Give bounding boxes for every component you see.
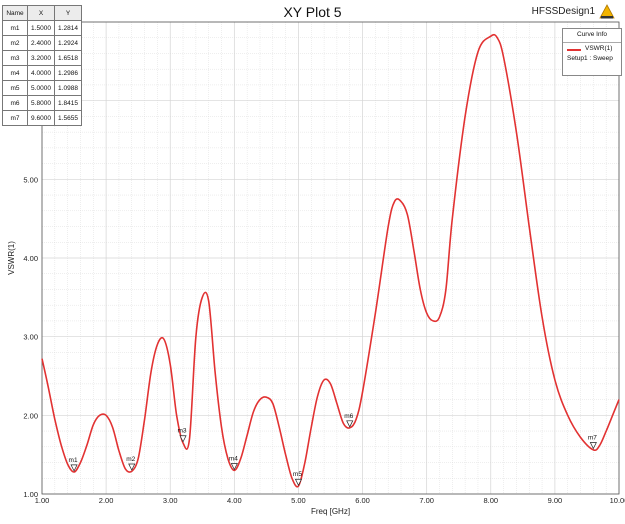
curve-info-legend: Curve Info VSWR(1) Setup1 : Sweep bbox=[562, 28, 622, 76]
header-y: Y bbox=[54, 5, 82, 21]
marker-m5[interactable]: m5 bbox=[293, 471, 303, 487]
x-tick-label: 8.00 bbox=[483, 496, 498, 505]
cell-name: m1 bbox=[2, 20, 28, 36]
cell-y: 1.2814 bbox=[54, 20, 82, 36]
y-axis-label: VSWR(1) bbox=[7, 241, 16, 275]
design-name: HFSSDesign1 bbox=[531, 6, 595, 17]
x-tick-label: 1.00 bbox=[35, 496, 50, 505]
marker-triangle-icon bbox=[589, 442, 597, 450]
x-tick-label: 3.00 bbox=[163, 496, 178, 505]
x-tick-label: 6.00 bbox=[355, 496, 370, 505]
cell-y: 1.8415 bbox=[54, 95, 82, 111]
cell-name: m5 bbox=[2, 80, 28, 96]
hfss-logo-icon bbox=[599, 4, 615, 19]
marker-label: m1 bbox=[69, 457, 78, 464]
legend-entry-name: VSWR(1) bbox=[585, 45, 613, 52]
cell-name: m6 bbox=[2, 95, 28, 111]
legend-line-swatch bbox=[567, 49, 581, 51]
table-row: m4 4.0000 1.2986 bbox=[2, 65, 82, 81]
table-row: m7 9.6000 1.5655 bbox=[2, 110, 82, 126]
vswr-curve bbox=[41, 33, 620, 488]
cell-x: 5.0000 bbox=[27, 80, 55, 96]
x-tick-label: 5.00 bbox=[291, 496, 306, 505]
x-axis-label: Freq [GHz] bbox=[311, 507, 350, 516]
marker-label: m6 bbox=[344, 413, 353, 420]
marker-m2[interactable]: m2 bbox=[126, 456, 136, 471]
table-row: m3 3.2000 1.6518 bbox=[2, 50, 82, 66]
x-tick-label: 2.00 bbox=[99, 496, 114, 505]
table-row: m1 1.5000 1.2814 bbox=[2, 20, 82, 36]
cell-x: 1.5000 bbox=[27, 20, 55, 36]
marker-label: m4 bbox=[229, 456, 238, 463]
table-row: m6 5.8000 1.8415 bbox=[2, 95, 82, 111]
marker-m4[interactable]: m4 bbox=[229, 456, 238, 471]
marker-table: Name X Y m1 1.5000 1.2814 m2 2.4000 1.2924 m… bbox=[2, 5, 82, 126]
grid-lines bbox=[41, 21, 620, 495]
y-tick-label: 5.00 bbox=[23, 175, 38, 184]
marker-label: m3 bbox=[178, 428, 187, 435]
y-tick-label: 3.00 bbox=[23, 333, 38, 342]
marker-triangle-icon bbox=[294, 478, 303, 487]
cell-x: 3.2000 bbox=[27, 50, 55, 66]
cell-name: m3 bbox=[2, 50, 28, 66]
marker-m1[interactable]: m1 bbox=[69, 457, 78, 472]
marker-triangle-icon bbox=[128, 463, 136, 471]
cell-x: 5.8000 bbox=[27, 95, 55, 111]
cell-y: 1.2986 bbox=[54, 65, 82, 81]
x-tick-label: 4.00 bbox=[227, 496, 242, 505]
cell-x: 9.6000 bbox=[27, 110, 55, 126]
legend-title: Curve Info bbox=[563, 29, 621, 43]
cell-y: 1.6518 bbox=[54, 50, 82, 66]
marker-table-header: Name X Y bbox=[2, 5, 82, 21]
marker-m7[interactable]: m7 bbox=[588, 435, 597, 450]
marker-triangle-icon bbox=[346, 420, 354, 428]
table-row: m5 5.0000 1.0988 bbox=[2, 80, 82, 96]
legend-entry: VSWR(1) Setup1 : Sweep bbox=[563, 43, 621, 65]
plot-frame bbox=[41, 21, 620, 495]
marker-m6[interactable]: m6 bbox=[344, 413, 354, 428]
marker-label: m5 bbox=[293, 471, 302, 478]
legend-entry-setup: Setup1 : Sweep bbox=[567, 55, 613, 62]
marker-triangle-icon bbox=[70, 464, 78, 472]
cell-x: 2.4000 bbox=[27, 35, 55, 51]
marker-m3[interactable]: m3 bbox=[178, 428, 187, 443]
marker-label: m7 bbox=[588, 435, 597, 442]
marker-triangle-icon bbox=[230, 463, 238, 471]
cell-name: m7 bbox=[2, 110, 28, 126]
y-tick-label: 1.00 bbox=[23, 490, 38, 499]
cell-y: 1.2924 bbox=[54, 35, 82, 51]
cell-x: 4.0000 bbox=[27, 65, 55, 81]
plot-title: XY Plot 5 bbox=[283, 4, 342, 20]
header-x: X bbox=[27, 5, 55, 21]
x-tick-label: 9.00 bbox=[548, 496, 563, 505]
y-tick-label: 4.00 bbox=[23, 254, 38, 263]
curve-markers: m1 m2 m3 m4 m5 m6 m7 bbox=[69, 413, 597, 487]
table-row: m2 2.4000 1.2924 bbox=[2, 35, 82, 51]
cell-y: 1.5655 bbox=[54, 110, 82, 126]
y-tick-label: 2.00 bbox=[23, 411, 38, 420]
x-tick-label: 7.00 bbox=[419, 496, 434, 505]
cell-y: 1.0988 bbox=[54, 80, 82, 96]
header-name: Name bbox=[2, 5, 28, 21]
cell-name: m4 bbox=[2, 65, 28, 81]
cell-name: m2 bbox=[2, 35, 28, 51]
marker-triangle-icon bbox=[179, 435, 187, 443]
marker-label: m2 bbox=[126, 456, 135, 463]
x-tick-label: 10.00 bbox=[610, 496, 625, 505]
